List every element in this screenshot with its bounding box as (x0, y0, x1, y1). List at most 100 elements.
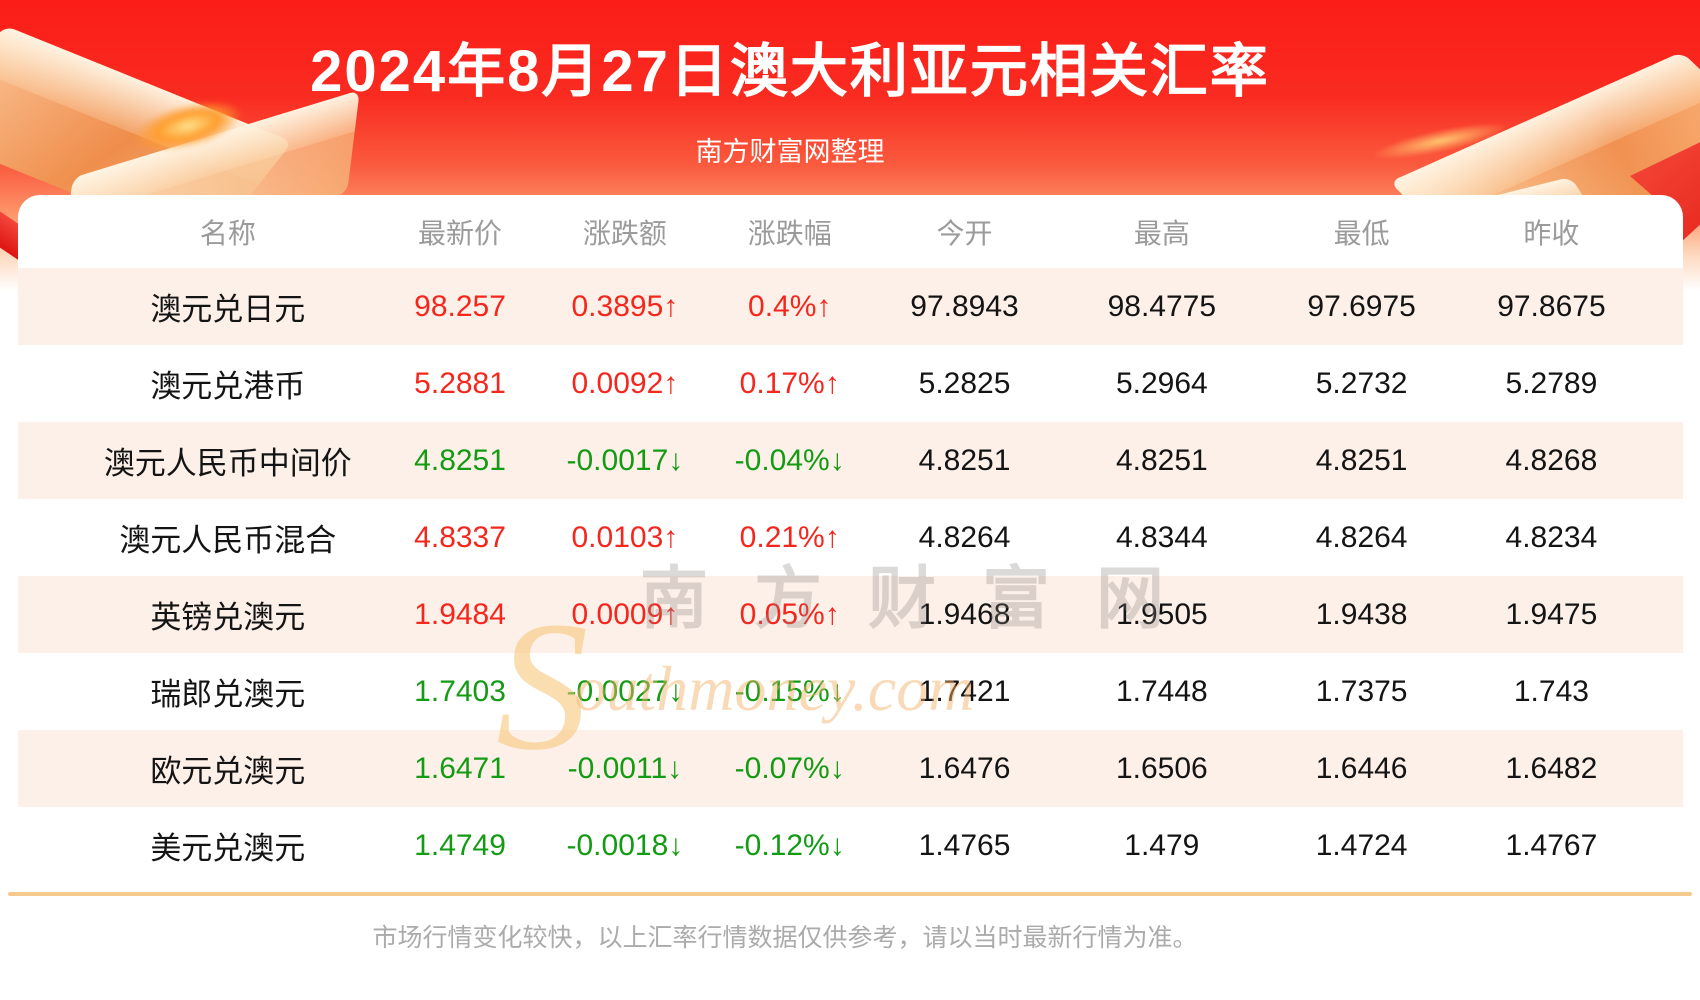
cell-change: 0.3895↑ (571, 289, 679, 323)
column-header-change-pct: 涨跌幅 (747, 217, 832, 249)
cell-latest: 98.257 (414, 289, 506, 323)
cell-name: 欧元兑澳元 (150, 754, 306, 789)
cell-high: 1.6506 (1115, 751, 1208, 785)
table-row: 澳元人民币混合 4.8337 0.0103↑ 0.21%↑ 4.8264 4.8344 4.… (18, 499, 1683, 576)
cell-change-pct: 0.17%↑ (739, 366, 840, 400)
cell-latest: 1.6471 (414, 751, 506, 785)
cell-latest: 4.8251 (414, 443, 506, 477)
table-row: 澳元兑港币 5.2881 0.0092↑ 0.17%↑ 5.2825 5.2964 5.27… (18, 345, 1683, 422)
table-header-row: 名称 最新价 涨跌额 涨跌幅 今开 最高 最低 昨收 (18, 195, 1683, 268)
disclaimer-text: 市场行情变化较快，以上汇率行情数据仅供参考，请以当时最新行情为准。 (372, 924, 1198, 952)
cell-change: -0.0017↓ (566, 443, 684, 477)
cell-high: 98.4775 (1107, 289, 1217, 323)
cell-prev-close: 5.2789 (1505, 366, 1598, 400)
page-title: 2024年8月27日澳大利亚元相关汇率 (310, 39, 1270, 104)
cell-high: 1.7448 (1115, 674, 1208, 708)
cell-open: 4.8264 (918, 520, 1011, 554)
cell-latest: 4.8337 (414, 520, 506, 554)
cell-open: 1.9468 (918, 597, 1011, 631)
cell-change: -0.0011↓ (567, 751, 683, 785)
table-row: 澳元人民币中间价 4.8251 -0.0017↓ -0.04%↓ 4.8251 4.825… (18, 422, 1683, 499)
cell-open: 1.4765 (918, 828, 1011, 862)
cell-change-pct: 0.4%↑ (748, 289, 832, 323)
cell-change: 0.0009↑ (571, 597, 679, 631)
column-header-high: 最高 (1133, 217, 1190, 249)
table-row: 英镑兑澳元 1.9484 0.0009↑ 0.05%↑ 1.9468 1.9505 1.94… (18, 576, 1683, 653)
page-subtitle: 南方财富网整理 (695, 137, 885, 167)
cell-prev-close: 1.6482 (1505, 751, 1598, 785)
cell-open: 4.8251 (918, 443, 1011, 477)
table-row: 瑞郎兑澳元 1.7403 -0.0027↓ -0.15%↓ 1.7421 1.7448 1.… (18, 653, 1683, 730)
cell-latest: 1.4749 (414, 828, 506, 862)
cell-change: -0.0018↓ (566, 828, 684, 862)
spacer-cell (1646, 730, 1683, 807)
table-header: 名称 最新价 涨跌额 涨跌幅 今开 最高 最低 昨收 (18, 195, 1683, 268)
spacer-cell (1646, 422, 1683, 499)
rates-table: 名称 最新价 涨跌额 涨跌幅 今开 最高 最低 昨收 澳元兑日元 98.257 0.… (18, 195, 1683, 884)
cell-change-pct: -0.12%↓ (734, 828, 845, 862)
cell-high: 4.8251 (1115, 443, 1208, 477)
cell-change: -0.0027↓ (566, 674, 684, 708)
cell-open: 1.6476 (918, 751, 1011, 785)
table-row: 欧元兑澳元 1.6471 -0.0011↓ -0.07%↓ 1.6476 1.6506 1.… (18, 730, 1683, 807)
cell-change-pct: -0.07%↓ (734, 751, 845, 785)
rates-table-card: 名称 最新价 涨跌额 涨跌幅 今开 最高 最低 昨收 澳元兑日元 98.257 0.… (18, 195, 1683, 884)
cell-name: 瑞郎兑澳元 (150, 677, 306, 712)
cell-name: 澳元兑港币 (150, 369, 306, 404)
cell-name: 澳元人民币混合 (119, 523, 337, 558)
cell-prev-close: 1.4767 (1505, 828, 1598, 862)
cell-latest: 1.7403 (414, 674, 506, 708)
cell-low: 97.6975 (1307, 289, 1416, 323)
column-header-low: 最低 (1333, 217, 1390, 249)
table-row: 澳元兑日元 98.257 0.3895↑ 0.4%↑ 97.8943 98.4775 97.… (18, 268, 1683, 345)
spacer-cell (1646, 499, 1683, 576)
column-header-prev-close: 昨收 (1523, 217, 1580, 249)
cell-low: 1.9438 (1315, 597, 1408, 631)
column-header-spacer (1646, 195, 1683, 268)
table-body: 澳元兑日元 98.257 0.3895↑ 0.4%↑ 97.8943 98.4775 97.… (18, 268, 1683, 884)
cell-open: 1.7421 (918, 674, 1011, 708)
cell-change: 0.0103↑ (571, 520, 679, 554)
cell-low: 5.2732 (1315, 366, 1408, 400)
footer-divider (8, 892, 1692, 896)
cell-high: 4.8344 (1115, 520, 1208, 554)
cell-prev-close: 1.9475 (1505, 597, 1598, 631)
cell-name: 美元兑澳元 (150, 831, 306, 866)
cell-name: 澳元人民币中间价 (103, 446, 352, 481)
header-text-block: 2024年8月27日澳大利亚元相关汇率 南方财富网整理 (0, 0, 1580, 169)
cell-open: 97.8943 (910, 289, 1019, 323)
cell-prev-close: 1.743 (1513, 674, 1589, 708)
cell-prev-close: 97.8675 (1497, 289, 1606, 323)
cell-change-pct: 0.21%↑ (739, 520, 840, 554)
cell-latest: 1.9484 (414, 597, 506, 631)
cell-low: 4.8251 (1315, 443, 1408, 477)
cell-name: 澳元兑日元 (150, 292, 306, 327)
column-header-change: 涨跌额 (582, 217, 667, 249)
cell-high: 1.9505 (1115, 597, 1208, 631)
cell-name: 英镑兑澳元 (150, 600, 306, 635)
cell-change-pct: 0.05%↑ (739, 597, 840, 631)
cell-change-pct: -0.04%↓ (734, 443, 845, 477)
cell-change-pct: -0.15%↓ (734, 674, 845, 708)
column-header-open: 今开 (936, 217, 993, 249)
cell-high: 1.479 (1124, 828, 1200, 862)
cell-open: 5.2825 (918, 366, 1011, 400)
table-row: 美元兑澳元 1.4749 -0.0018↓ -0.12%↓ 1.4765 1.479 1.4… (18, 807, 1683, 884)
cell-prev-close: 4.8234 (1505, 520, 1598, 554)
column-header-name: 名称 (199, 217, 256, 249)
cell-low: 1.6446 (1315, 751, 1408, 785)
cell-low: 4.8264 (1315, 520, 1408, 554)
cell-latest: 5.2881 (414, 366, 506, 400)
cell-prev-close: 4.8268 (1505, 443, 1598, 477)
spacer-cell (1646, 807, 1683, 884)
spacer-cell (1646, 576, 1683, 653)
spacer-cell (1646, 268, 1683, 345)
cell-change: 0.0092↑ (571, 366, 679, 400)
spacer-cell (1646, 345, 1683, 422)
cell-low: 1.7375 (1315, 674, 1408, 708)
footer: 市场行情变化较快，以上汇率行情数据仅供参考，请以当时最新行情为准。 (0, 892, 1700, 954)
cell-low: 1.4724 (1315, 828, 1408, 862)
spacer-cell (1646, 653, 1683, 730)
column-header-latest: 最新价 (418, 217, 503, 249)
